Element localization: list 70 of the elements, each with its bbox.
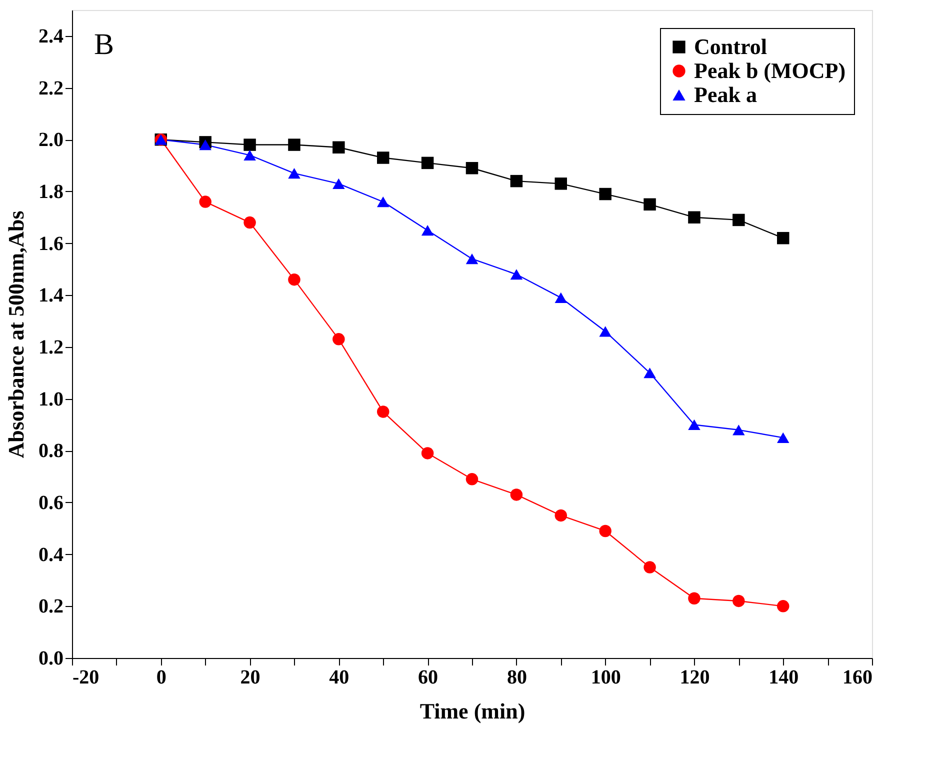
x-tick-label: 160	[842, 666, 872, 688]
point	[554, 292, 568, 304]
x-tick-label: 100	[590, 666, 621, 688]
point	[199, 139, 212, 150]
y-tick-label: 1.4	[38, 284, 64, 307]
y-axis-title: Absorbance at 500nm,Abs	[4, 210, 28, 458]
y-tick-label: 1.8	[38, 180, 64, 203]
point	[376, 196, 390, 208]
annotation: B	[94, 28, 114, 61]
point	[288, 273, 300, 286]
point	[288, 138, 300, 151]
point	[244, 216, 256, 229]
y-tick-label: 0.2	[38, 596, 64, 618]
y-tick-label: 0.4	[38, 544, 64, 566]
x-tick-label: -20	[72, 666, 100, 688]
point	[466, 254, 478, 264]
y-tick-label: 0.6	[38, 492, 64, 514]
point	[732, 424, 745, 436]
y-tick-label: 1.2	[38, 336, 64, 358]
x-tick-label: 0	[156, 666, 166, 688]
point	[466, 473, 478, 486]
x-tick-label: 80	[506, 666, 527, 688]
y-tick-label: 2.2	[38, 77, 64, 100]
legend-label: Control	[694, 34, 767, 59]
y-tick-label: 1.6	[38, 232, 64, 255]
point	[688, 419, 700, 430]
point	[599, 326, 612, 337]
y-tick-label: 2.4	[38, 25, 64, 48]
point	[599, 524, 612, 538]
point	[510, 488, 523, 501]
y-tick-label: 1.0	[38, 388, 64, 410]
point	[288, 168, 300, 179]
x-tick-label: 40	[329, 666, 350, 688]
point	[421, 447, 434, 460]
point	[554, 178, 568, 190]
legend-label: Peak a	[694, 82, 757, 107]
x-tick-label: 60	[418, 666, 438, 688]
point	[332, 141, 345, 154]
point	[688, 592, 700, 604]
point	[599, 188, 612, 200]
point	[644, 561, 656, 574]
point	[421, 156, 434, 170]
point	[466, 162, 478, 174]
point	[244, 150, 256, 160]
x-tick-label: 20	[240, 666, 260, 688]
point	[332, 178, 345, 189]
point	[644, 198, 656, 211]
x-tick-label: 140	[768, 666, 799, 688]
point	[421, 225, 434, 236]
legend-label: Peak b (MOCP)	[694, 58, 846, 83]
point	[644, 368, 656, 378]
point	[732, 594, 745, 608]
y-tick-label: 0.8	[38, 440, 64, 462]
point	[199, 196, 212, 208]
point	[688, 211, 700, 224]
point	[244, 138, 256, 151]
y-tick-label: 2.0	[38, 129, 64, 152]
point	[376, 152, 390, 164]
point	[776, 432, 790, 443]
point	[776, 600, 790, 612]
x-axis-title: Time (min)	[420, 698, 526, 724]
point	[510, 269, 523, 280]
point	[510, 174, 523, 188]
y-tick-label: 0.0	[38, 648, 64, 670]
point	[554, 509, 568, 522]
x-tick-label: 120	[680, 666, 710, 688]
point	[776, 232, 790, 244]
point	[376, 406, 390, 418]
point	[332, 333, 345, 346]
point	[732, 214, 745, 226]
